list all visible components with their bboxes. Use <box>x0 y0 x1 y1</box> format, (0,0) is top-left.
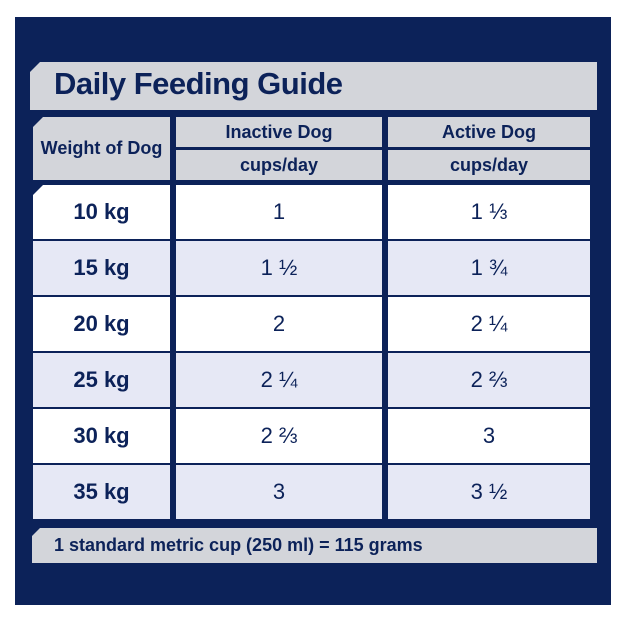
cell-inactive: 2 ⅔ <box>176 409 382 463</box>
header-weight: Weight of Dog <box>33 117 170 180</box>
cell-inactive: 3 <box>176 465 382 519</box>
cell-inactive: 2 <box>176 297 382 351</box>
cell-active: 2 ¼ <box>388 297 590 351</box>
cell-inactive: 1 ½ <box>176 241 382 295</box>
header-active: Active Dog <box>388 117 590 147</box>
header-active-unit: cups/day <box>388 150 590 180</box>
footer-text: 1 standard metric cup (250 ml) = 115 gra… <box>54 535 423 555</box>
footer-note: 1 standard metric cup (250 ml) = 115 gra… <box>32 528 597 563</box>
cell-weight: 30 kg <box>33 409 170 463</box>
page-title: Daily Feeding Guide <box>54 66 343 101</box>
cell-active: 1 ⅓ <box>388 185 590 239</box>
cell-active: 3 ½ <box>388 465 590 519</box>
cell-weight: 15 kg <box>33 241 170 295</box>
cell-active: 3 <box>388 409 590 463</box>
cell-inactive: 1 <box>176 185 382 239</box>
cell-weight: 35 kg <box>33 465 170 519</box>
header-inactive: Inactive Dog <box>176 117 382 147</box>
header-inactive-unit: cups/day <box>176 150 382 180</box>
title-bar: Daily Feeding Guide <box>30 62 597 110</box>
cell-active: 1 ¾ <box>388 241 590 295</box>
cell-active: 2 ⅔ <box>388 353 590 407</box>
cell-weight: 25 kg <box>33 353 170 407</box>
cell-inactive: 2 ¼ <box>176 353 382 407</box>
cell-weight: 10 kg <box>33 185 170 239</box>
cell-weight: 20 kg <box>33 297 170 351</box>
